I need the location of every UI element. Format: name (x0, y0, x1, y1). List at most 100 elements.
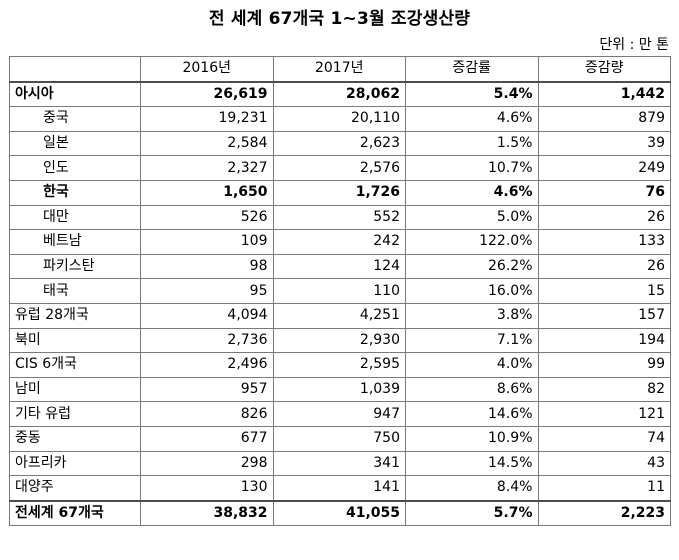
region-name-cell: 태국 (9, 278, 141, 304)
delta-cell: 43 (537, 450, 671, 477)
delta-cell: 26 (537, 253, 671, 280)
table-row: 대만 526 552 5.0% 26 (9, 204, 671, 231)
rate-cell: 5.4% (405, 80, 539, 108)
rate-cell: 14.6% (405, 401, 539, 427)
table-row: 일본 2,584 2,623 1.5% 39 (9, 130, 671, 157)
value-2017-cell: 124 (272, 253, 406, 280)
value-2016-cell: 1,650 (140, 179, 274, 206)
delta-cell: 121 (537, 401, 671, 427)
value-2016-cell: 826 (140, 401, 274, 427)
page-title: 전 세계 67개국 1~3월 조강생산량 (208, 9, 471, 29)
column-header-region (9, 55, 141, 83)
region-name-cell: CIS 6개국 (9, 352, 141, 378)
total-2017-cell: 41,055 (272, 499, 406, 527)
delta-cell: 74 (537, 425, 671, 452)
region-name-cell: 기타 유럽 (9, 401, 141, 427)
delta-cell: 26 (537, 204, 671, 231)
region-name-cell: 일본 (9, 130, 141, 157)
table-body: 아시아 26,619 28,062 5.4% 1,442 중국 19,231 20,110 4.… (9, 80, 671, 527)
table-row: 기타 유럽 826 947 14.6% 121 (9, 401, 671, 427)
rate-cell: 4.0% (405, 352, 539, 378)
region-name-cell: 남미 (9, 376, 141, 403)
region-name-cell: 대만 (9, 204, 141, 231)
region-name-cell: 아시아 (9, 80, 141, 108)
value-2016-cell: 95 (140, 278, 274, 304)
table-row: CIS 6개국 2,496 2,595 4.0% 99 (9, 352, 671, 378)
value-2016-cell: 2,584 (140, 130, 274, 157)
value-2016-cell: 2,327 (140, 155, 274, 181)
region-name-cell: 중동 (9, 425, 141, 452)
delta-cell: 1,442 (537, 80, 671, 108)
value-2017-cell: 2,930 (272, 327, 406, 354)
rate-cell: 8.6% (405, 376, 539, 403)
total-rate-cell: 5.7% (405, 499, 539, 527)
value-2017-cell: 28,062 (272, 80, 406, 108)
table-row: 아시아 26,619 28,062 5.4% 1,442 (9, 80, 671, 108)
rate-cell: 10.7% (405, 155, 539, 181)
rate-cell: 3.8% (405, 302, 539, 329)
column-header-rate: 증감률 (405, 55, 539, 83)
region-name-cell: 베트남 (9, 229, 141, 255)
table-row: 베트남 109 242 122.0% 133 (9, 229, 671, 255)
value-2017-cell: 1,726 (272, 179, 406, 206)
rate-cell: 7.1% (405, 327, 539, 354)
delta-cell: 39 (537, 130, 671, 157)
delta-cell: 133 (537, 229, 671, 255)
value-2016-cell: 957 (140, 376, 274, 403)
region-name-cell: 대양주 (9, 475, 141, 502)
total-name-cell: 전세계 67개국 (9, 499, 141, 527)
total-delta-cell: 2,223 (537, 499, 671, 527)
table-row: 중동 677 750 10.9% 74 (9, 425, 671, 452)
value-2017-cell: 4,251 (272, 302, 406, 329)
header-row: 2016년 2017년 증감률 증감량 (9, 55, 671, 83)
delta-cell: 879 (537, 106, 671, 132)
value-2016-cell: 26,619 (140, 80, 274, 108)
rate-cell: 14.5% (405, 450, 539, 477)
column-header-2017: 2017년 (272, 55, 406, 83)
rate-cell: 4.6% (405, 179, 539, 206)
value-2017-cell: 2,576 (272, 155, 406, 181)
table-row: 남미 957 1,039 8.6% 82 (9, 376, 671, 403)
table-row: 유럽 28개국 4,094 4,251 3.8% 157 (9, 302, 671, 329)
column-header-2016: 2016년 (140, 55, 274, 83)
delta-cell: 11 (537, 475, 671, 502)
region-name-cell: 파키스탄 (9, 253, 141, 280)
value-2016-cell: 2,736 (140, 327, 274, 354)
delta-cell: 99 (537, 352, 671, 378)
total-row: 전세계 67개국 38,832 41,055 5.7% 2,223 (9, 499, 671, 527)
table-row: 북미 2,736 2,930 7.1% 194 (9, 327, 671, 354)
table-row: 태국 95 110 16.0% 15 (9, 278, 671, 304)
value-2017-cell: 141 (272, 475, 406, 502)
rate-cell: 4.6% (405, 106, 539, 132)
value-2017-cell: 2,623 (272, 130, 406, 157)
value-2016-cell: 526 (140, 204, 274, 231)
rate-cell: 1.5% (405, 130, 539, 157)
total-2016-cell: 38,832 (140, 499, 274, 527)
table-row: 중국 19,231 20,110 4.6% 879 (9, 106, 671, 132)
rate-cell: 8.4% (405, 475, 539, 502)
table-row: 아프리카 298 341 14.5% 43 (9, 450, 671, 477)
delta-cell: 76 (537, 179, 671, 206)
value-2016-cell: 298 (140, 450, 274, 477)
unit-label: 단위 : 만 톤 (599, 37, 669, 53)
delta-cell: 157 (537, 302, 671, 329)
column-header-delta: 증감량 (537, 55, 671, 83)
rate-cell: 10.9% (405, 425, 539, 452)
delta-cell: 15 (537, 278, 671, 304)
value-2017-cell: 750 (272, 425, 406, 452)
value-2017-cell: 947 (272, 401, 406, 427)
region-name-cell: 유럽 28개국 (9, 302, 141, 329)
rate-cell: 5.0% (405, 204, 539, 231)
table-row: 인도 2,327 2,576 10.7% 249 (9, 155, 671, 181)
region-name-cell: 한국 (9, 179, 141, 206)
table-row: 파키스탄 98 124 26.2% 26 (9, 253, 671, 280)
value-2017-cell: 552 (272, 204, 406, 231)
value-2017-cell: 20,110 (272, 106, 406, 132)
table-row: 한국 1,650 1,726 4.6% 76 (9, 179, 671, 206)
value-2016-cell: 130 (140, 475, 274, 502)
value-2017-cell: 1,039 (272, 376, 406, 403)
region-name-cell: 중국 (9, 106, 141, 132)
region-name-cell: 인도 (9, 155, 141, 181)
production-table: 2016년 2017년 증감률 증감량 아시아 26,619 28,062 5.4% 1… (9, 55, 671, 527)
value-2017-cell: 110 (272, 278, 406, 304)
